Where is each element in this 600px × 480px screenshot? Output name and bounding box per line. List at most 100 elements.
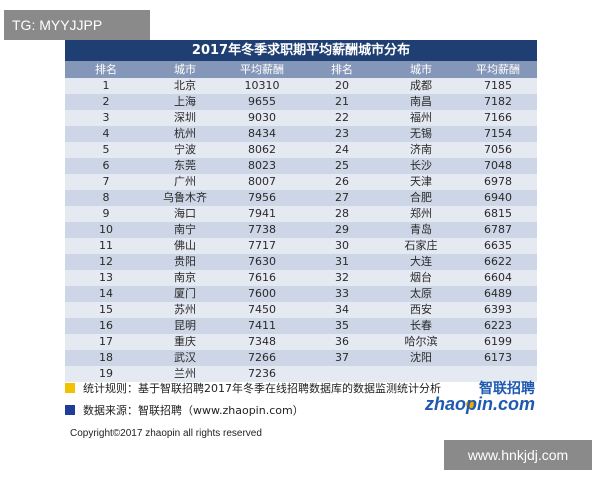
table-row: 4 杭州 8434 23 无锡 7154 [65,126,537,142]
city-cell: 烟台 [383,270,459,286]
city-cell: 兰州 [147,366,223,382]
table-header: 排名 城市 平均薪酬 排名 城市 平均薪酬 [65,61,537,78]
salary-cell: 7266 [223,350,301,366]
table-row: 10 南宁 7738 29 青岛 6787 [65,222,537,238]
city-cell: 乌鲁木齐 [147,190,223,206]
salary-cell: 7616 [223,270,301,286]
city-cell: 贵阳 [147,254,223,270]
city-cell: 青岛 [383,222,459,238]
header-rank: 排名 [331,63,353,76]
table-row: 19 兰州 7236 [65,366,537,382]
rank-cell: 5 [65,142,147,158]
table-row: 1 北京 10310 20 成都 7185 [65,78,537,94]
table-row: 17 重庆 7348 36 哈尔滨 6199 [65,334,537,350]
salary-cell: 7450 [223,302,301,318]
rank-cell: 34 [301,302,383,318]
city-cell: 广州 [147,174,223,190]
table-row: 11 佛山 7717 30 石家庄 6635 [65,238,537,254]
city-cell: 昆明 [147,318,223,334]
rank-cell: 2 [65,94,147,110]
city-cell: 东莞 [147,158,223,174]
rank-cell: 19 [65,366,147,382]
rank-cell: 35 [301,318,383,334]
salary-cell: 7956 [223,190,301,206]
salary-cell: 6622 [459,254,537,270]
rank-cell: 33 [301,286,383,302]
city-cell: 太原 [383,286,459,302]
rank-cell: 18 [65,350,147,366]
city-cell: 长沙 [383,158,459,174]
salary-cell: 7236 [223,366,301,382]
salary-cell: 6173 [459,350,537,366]
rank-cell: 26 [301,174,383,190]
salary-cell: 6978 [459,174,537,190]
salary-cell: 6635 [459,238,537,254]
copyright-text: Copyright©2017 zhaopin all rights reserv… [70,428,262,439]
table-row: 2 上海 9655 21 南昌 7182 [65,94,537,110]
salary-cell: 8062 [223,142,301,158]
salary-cell: 8434 [223,126,301,142]
note-source-text: 数据来源：智联招聘（www.zhaopin.com） [83,404,304,417]
rank-cell: 36 [301,334,383,350]
header-city: 城市 [410,63,432,76]
rank-cell: 6 [65,158,147,174]
rank-cell: 29 [301,222,383,238]
city-cell: 宁波 [147,142,223,158]
logo-dot-icon [466,400,475,409]
salary-cell: 7056 [459,142,537,158]
city-cell: 天津 [383,174,459,190]
salary-cell: 9655 [223,94,301,110]
salary-cell: 7600 [223,286,301,302]
city-cell: 上海 [147,94,223,110]
city-cell: 石家庄 [383,238,459,254]
salary-cell: 6604 [459,270,537,286]
rank-cell [301,366,383,382]
salary-cell: 7941 [223,206,301,222]
salary-cell: 6223 [459,318,537,334]
rank-cell: 23 [301,126,383,142]
table-row: 7 广州 8007 26 天津 6978 [65,174,537,190]
city-cell: 南昌 [383,94,459,110]
watermark-badge-bottom: www.hnkjdj.com [444,440,592,470]
city-cell: 武汉 [147,350,223,366]
note-rule: 统计规则：基于智联招聘2017年冬季在线招聘数据库的数据监测统计分析 [65,380,441,396]
table-title: 2017年冬季求职期平均薪酬城市分布 [65,40,537,61]
rank-cell: 37 [301,350,383,366]
table-row: 9 海口 7941 28 郑州 6815 [65,206,537,222]
salary-cell: 6815 [459,206,537,222]
logo-text-en: zhaopin.com [424,394,535,414]
header-salary: 平均薪酬 [476,63,520,76]
salary-cell: 7185 [459,78,537,94]
city-cell: 沈阳 [383,350,459,366]
rank-cell: 12 [65,254,147,270]
table-body: 1 北京 10310 20 成都 7185 2 上海 9655 21 南昌 7182 3 深圳 9030 22… [65,78,537,382]
city-cell: 佛山 [147,238,223,254]
rank-cell: 4 [65,126,147,142]
watermark-badge-top: TG: MYYJJPP [4,10,150,40]
salary-cell: 7411 [223,318,301,334]
yellow-bullet-icon [65,383,75,393]
note-rule-text: 统计规则：基于智联招聘2017年冬季在线招聘数据库的数据监测统计分析 [83,382,441,395]
rank-cell: 14 [65,286,147,302]
table-row: 8 乌鲁木齐 7956 27 合肥 6940 [65,190,537,206]
salary-cell: 7348 [223,334,301,350]
city-cell: 无锡 [383,126,459,142]
salary-cell: 6393 [459,302,537,318]
zhaopin-logo: 智联招聘 zhaopin.com [424,378,537,418]
salary-cell: 7717 [223,238,301,254]
salary-cell: 6787 [459,222,537,238]
header-rank: 排名 [95,63,117,76]
salary-table: 2017年冬季求职期平均薪酬城市分布 排名 城市 平均薪酬 排名 城市 平均薪酬… [65,40,537,382]
city-cell: 哈尔滨 [383,334,459,350]
note-source: 数据来源：智联招聘（www.zhaopin.com） [65,402,304,418]
city-cell: 合肥 [383,190,459,206]
rank-cell: 25 [301,158,383,174]
salary-cell: 7182 [459,94,537,110]
notes-section: 统计规则：基于智联招聘2017年冬季在线招聘数据库的数据监测统计分析 数据来源：… [65,374,537,424]
salary-cell: 8023 [223,158,301,174]
rank-cell: 20 [301,78,383,94]
rank-cell: 11 [65,238,147,254]
rank-cell: 31 [301,254,383,270]
city-cell: 济南 [383,142,459,158]
rank-cell: 13 [65,270,147,286]
